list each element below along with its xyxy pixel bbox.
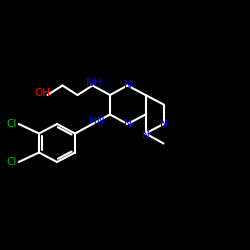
Text: Cl: Cl xyxy=(6,157,17,167)
Text: N: N xyxy=(124,119,132,129)
Text: Cl: Cl xyxy=(6,119,17,129)
Text: OH: OH xyxy=(34,88,50,98)
Text: NH: NH xyxy=(86,78,102,88)
Text: N: N xyxy=(160,119,168,129)
Text: N: N xyxy=(124,80,132,90)
Text: N: N xyxy=(142,130,150,140)
Text: HN: HN xyxy=(88,116,104,126)
